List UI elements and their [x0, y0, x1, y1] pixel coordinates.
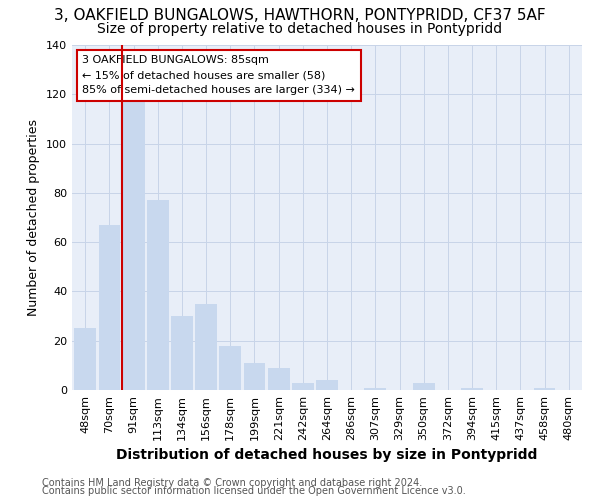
Text: 3, OAKFIELD BUNGALOWS, HAWTHORN, PONTYPRIDD, CF37 5AF: 3, OAKFIELD BUNGALOWS, HAWTHORN, PONTYPR…	[54, 8, 546, 22]
Bar	[123, 97, 145, 390]
Bar	[268, 368, 290, 390]
Bar	[292, 382, 314, 390]
Bar	[220, 346, 241, 390]
Text: Contains public sector information licensed under the Open Government Licence v3: Contains public sector information licen…	[42, 486, 466, 496]
Bar	[74, 328, 96, 390]
Text: Contains HM Land Registry data © Crown copyright and database right 2024.: Contains HM Land Registry data © Crown c…	[42, 478, 422, 488]
Bar	[98, 225, 121, 390]
Bar	[413, 382, 434, 390]
Text: Size of property relative to detached houses in Pontypridd: Size of property relative to detached ho…	[97, 22, 503, 36]
Bar	[244, 363, 265, 390]
Bar	[316, 380, 338, 390]
Bar	[364, 388, 386, 390]
Text: 3 OAKFIELD BUNGALOWS: 85sqm
← 15% of detached houses are smaller (58)
85% of sem: 3 OAKFIELD BUNGALOWS: 85sqm ← 15% of det…	[82, 56, 355, 95]
Bar	[533, 388, 556, 390]
Bar	[171, 316, 193, 390]
Bar	[461, 388, 483, 390]
Y-axis label: Number of detached properties: Number of detached properties	[28, 119, 40, 316]
Bar	[147, 200, 169, 390]
X-axis label: Distribution of detached houses by size in Pontypridd: Distribution of detached houses by size …	[116, 448, 538, 462]
Bar	[195, 304, 217, 390]
